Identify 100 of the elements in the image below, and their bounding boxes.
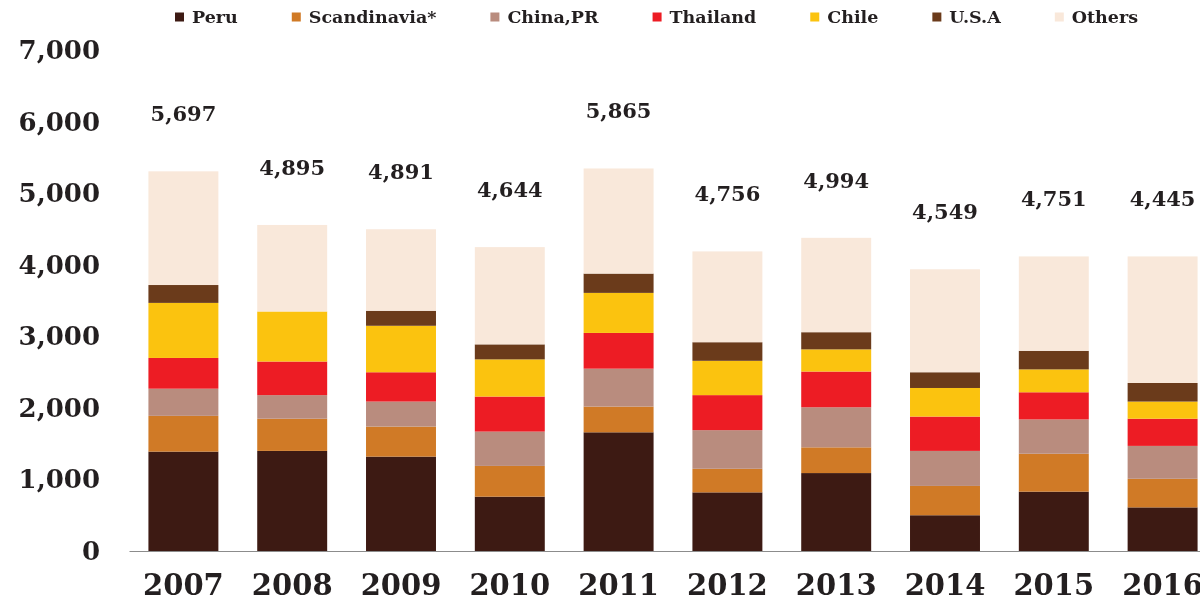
bar [148, 388, 219, 416]
legend-label: Thailand [669, 7, 757, 27]
annotation: 4,549 [912, 199, 978, 225]
bar [692, 492, 763, 551]
y-tick-label: 2,000 [18, 392, 100, 423]
bar [1127, 478, 1198, 508]
bar [692, 342, 763, 361]
y-tick-label: 7,000 [18, 35, 100, 66]
bar [801, 407, 872, 448]
bar [257, 450, 328, 551]
y-tick-label: 4,000 [18, 249, 100, 280]
bar [1018, 369, 1089, 393]
bar [910, 387, 980, 417]
bar [583, 332, 654, 369]
bar [1127, 418, 1198, 446]
bar [910, 416, 980, 451]
bar [583, 406, 654, 433]
bar [583, 432, 654, 551]
bar [474, 247, 545, 345]
legend-label: Scandinavia* [308, 7, 437, 27]
x-tick-label: 2014 [904, 567, 986, 602]
bar [148, 451, 219, 551]
x-tick-label: 2007 [143, 567, 224, 602]
bar [474, 359, 545, 397]
bar [257, 395, 328, 419]
bar [1018, 491, 1089, 551]
x-tick-label: 2012 [687, 567, 768, 602]
annotation: 4,891 [368, 159, 434, 185]
bar [257, 311, 328, 362]
bar [692, 468, 763, 493]
x-tick-label: 2013 [795, 567, 877, 602]
bar [474, 431, 545, 466]
y-tick-label: 6,000 [18, 106, 100, 137]
legend-label: Chile [827, 7, 879, 27]
bar [1018, 392, 1089, 420]
bar [1018, 350, 1089, 370]
x-tick-label: 2009 [360, 567, 442, 602]
bar [1127, 507, 1198, 551]
bar [910, 515, 980, 551]
y-tick-label: 0 [81, 535, 100, 566]
x-tick-label: 2010 [469, 567, 551, 602]
y-tick-label: 5,000 [18, 178, 100, 209]
bar [583, 292, 654, 333]
bar [1018, 453, 1089, 492]
bar [257, 361, 328, 396]
bar [692, 251, 763, 343]
legend-label: Peru [192, 7, 239, 27]
bar [148, 285, 219, 303]
annotation: 4,445 [1129, 186, 1196, 212]
bar [474, 344, 545, 360]
bar [583, 168, 654, 274]
annotation: 4,895 [259, 154, 326, 180]
bar [474, 396, 545, 432]
bar [801, 447, 872, 474]
annotation: 4,644 [476, 177, 543, 203]
x-tick-label: 2011 [578, 567, 659, 602]
bar [801, 237, 872, 333]
bar [692, 430, 763, 469]
bar [1018, 419, 1089, 454]
bar [801, 371, 872, 408]
bar [148, 415, 219, 452]
bar [910, 372, 980, 388]
bar [474, 496, 545, 551]
bar [583, 368, 654, 407]
bar [1018, 256, 1089, 351]
bar [1127, 256, 1198, 383]
bar [583, 273, 654, 293]
bar [801, 473, 872, 551]
bar [692, 360, 763, 396]
bar [692, 395, 763, 431]
bar [366, 310, 436, 326]
annotation: 4,751 [1020, 186, 1087, 212]
annotation: 4,756 [694, 181, 761, 207]
legend-label: Others [1071, 7, 1139, 27]
annotation: 5,697 [150, 101, 217, 127]
bar [910, 450, 980, 486]
bar [474, 465, 545, 497]
bar [148, 357, 219, 389]
bar [257, 224, 328, 312]
bar [366, 401, 436, 427]
bar [148, 302, 219, 358]
bar [1127, 382, 1198, 402]
bar [910, 485, 980, 516]
annotation: 5,865 [585, 98, 652, 124]
bar [910, 269, 980, 373]
y-tick-label: 1,000 [18, 464, 100, 495]
bar [257, 418, 328, 451]
bar [801, 349, 872, 372]
bar [148, 171, 219, 286]
bar [801, 332, 872, 350]
bar [366, 426, 436, 457]
y-tick-label: 3,000 [18, 321, 100, 352]
bar [1127, 401, 1198, 419]
x-tick-label: 2015 [1013, 567, 1095, 602]
x-tick-label: 2008 [251, 567, 333, 602]
bar [366, 372, 436, 402]
legend-label: U.S.A [949, 7, 1002, 27]
bar [366, 456, 436, 551]
annotation: 4,994 [803, 167, 870, 193]
bar [366, 229, 436, 311]
